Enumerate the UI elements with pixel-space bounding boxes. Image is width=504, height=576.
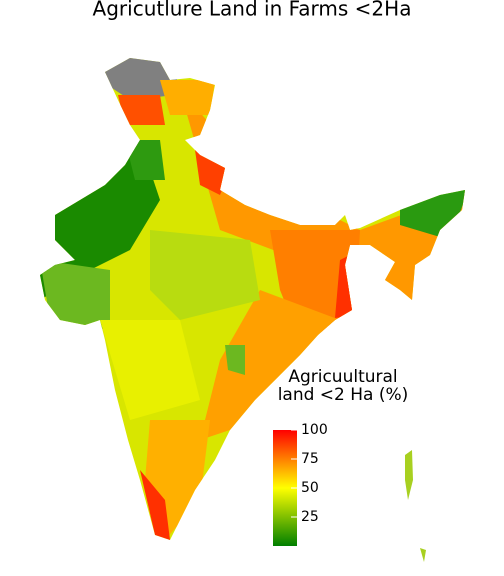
legend: Agricuultural land <2 Ha (%) 25 50 75 100 — [273, 367, 408, 546]
legend-title: Agricuultural — [288, 367, 397, 387]
colorbar-tick-label: 25 — [301, 509, 319, 525]
colorbar-tick-label: 100 — [301, 422, 328, 438]
legend-title: land <2 Ha (%) — [278, 385, 409, 405]
islands — [405, 450, 426, 562]
map-title: Agricutlure Land in Farms <2Ha — [93, 0, 412, 21]
colorbar-tick-label: 75 — [301, 451, 319, 467]
colorbar-tick-label: 50 — [301, 480, 319, 496]
